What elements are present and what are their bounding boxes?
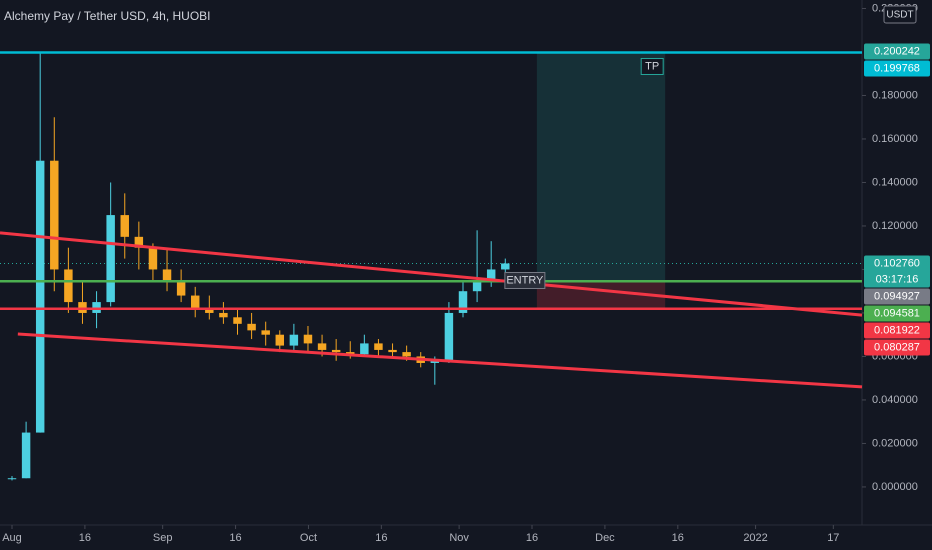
candle-body xyxy=(205,308,214,313)
candle-body xyxy=(303,334,313,344)
y-tick-label: 0.160000 xyxy=(872,133,918,145)
candle-body xyxy=(430,360,440,363)
candle-body xyxy=(486,269,496,281)
candle-body xyxy=(317,343,327,350)
price-label: 0.094581 xyxy=(874,307,920,319)
y-tick-label: 0.180000 xyxy=(872,89,918,101)
price-label-box xyxy=(864,43,930,60)
entry-label: ENTRY xyxy=(506,274,544,286)
candle-body xyxy=(374,343,383,350)
candle-body xyxy=(388,349,397,353)
x-tick-label: 16 xyxy=(375,532,387,544)
price-countdown: 03:17:16 xyxy=(876,273,919,285)
y-tick-label: 0.020000 xyxy=(872,437,918,449)
trendline xyxy=(17,332,863,389)
candle-body xyxy=(148,247,158,270)
price-label: 0.102760 xyxy=(874,257,920,269)
y-tick-label: 0.040000 xyxy=(872,394,918,406)
x-tick-label: 16 xyxy=(672,532,684,544)
price-label-box xyxy=(864,322,930,339)
entry-label-box xyxy=(504,271,546,289)
x-tick-label: Sep xyxy=(153,532,173,544)
candle-body xyxy=(472,280,482,292)
position-profit-zone xyxy=(536,52,666,281)
candle-body xyxy=(92,302,101,313)
candle-body xyxy=(247,323,256,331)
price-label-box xyxy=(864,339,930,356)
candle-body xyxy=(346,352,355,355)
price-label: 0.094927 xyxy=(874,290,920,302)
candle-body xyxy=(233,317,242,324)
candle-body xyxy=(501,263,510,270)
price-label-box xyxy=(864,305,930,322)
candle-body xyxy=(162,269,172,281)
candle-body xyxy=(289,334,299,346)
candle-body xyxy=(402,352,411,357)
candle-body xyxy=(134,236,144,248)
candle-body xyxy=(35,160,45,433)
trendline xyxy=(0,231,863,317)
candle-body xyxy=(331,349,341,353)
candle-body xyxy=(50,160,59,270)
candle-body xyxy=(7,478,17,480)
x-tick-label: 2022 xyxy=(743,532,767,544)
x-tick-label: Aug xyxy=(2,532,22,544)
candle-body xyxy=(21,432,31,479)
y-tick-label: 0.120000 xyxy=(872,220,918,232)
candle-body xyxy=(261,330,270,335)
chart-title: Alchemy Pay / Tether USD, 4h, HUOBI xyxy=(4,9,211,23)
candle-body xyxy=(275,334,285,346)
price-label: 0.199768 xyxy=(874,62,920,74)
currency-box xyxy=(883,5,917,24)
y-tick-label: 0.000000 xyxy=(872,481,918,493)
price-label: 0.081922 xyxy=(874,324,920,336)
x-tick-label: 16 xyxy=(229,532,241,544)
price-label: 0.080287 xyxy=(874,341,920,353)
x-tick-label: 16 xyxy=(79,532,91,544)
candle-body xyxy=(360,343,369,355)
x-tick-label: Nov xyxy=(449,532,469,544)
y-tick-label: 0.140000 xyxy=(872,176,918,188)
candle-body xyxy=(106,215,115,303)
candle-body xyxy=(78,302,87,313)
tp-label-box xyxy=(640,57,664,75)
candle-body xyxy=(444,312,454,361)
candle-body xyxy=(120,215,129,237)
currency-label: USDT xyxy=(886,10,913,21)
price-label-box xyxy=(864,255,930,288)
candle-body xyxy=(190,295,200,309)
candle-body xyxy=(219,312,228,318)
x-tick-label: Dec xyxy=(595,532,615,544)
candle-body xyxy=(64,269,73,303)
price-label-box xyxy=(864,288,930,305)
candle-body xyxy=(458,291,468,313)
price-label-box xyxy=(864,60,930,77)
x-tick-label: 16 xyxy=(526,532,538,544)
price-label: 0.200242 xyxy=(874,45,920,57)
x-tick-label: Oct xyxy=(300,532,317,544)
x-tick-label: 17 xyxy=(827,532,839,544)
tp-label: TP xyxy=(645,60,659,72)
candle-body xyxy=(176,280,186,296)
